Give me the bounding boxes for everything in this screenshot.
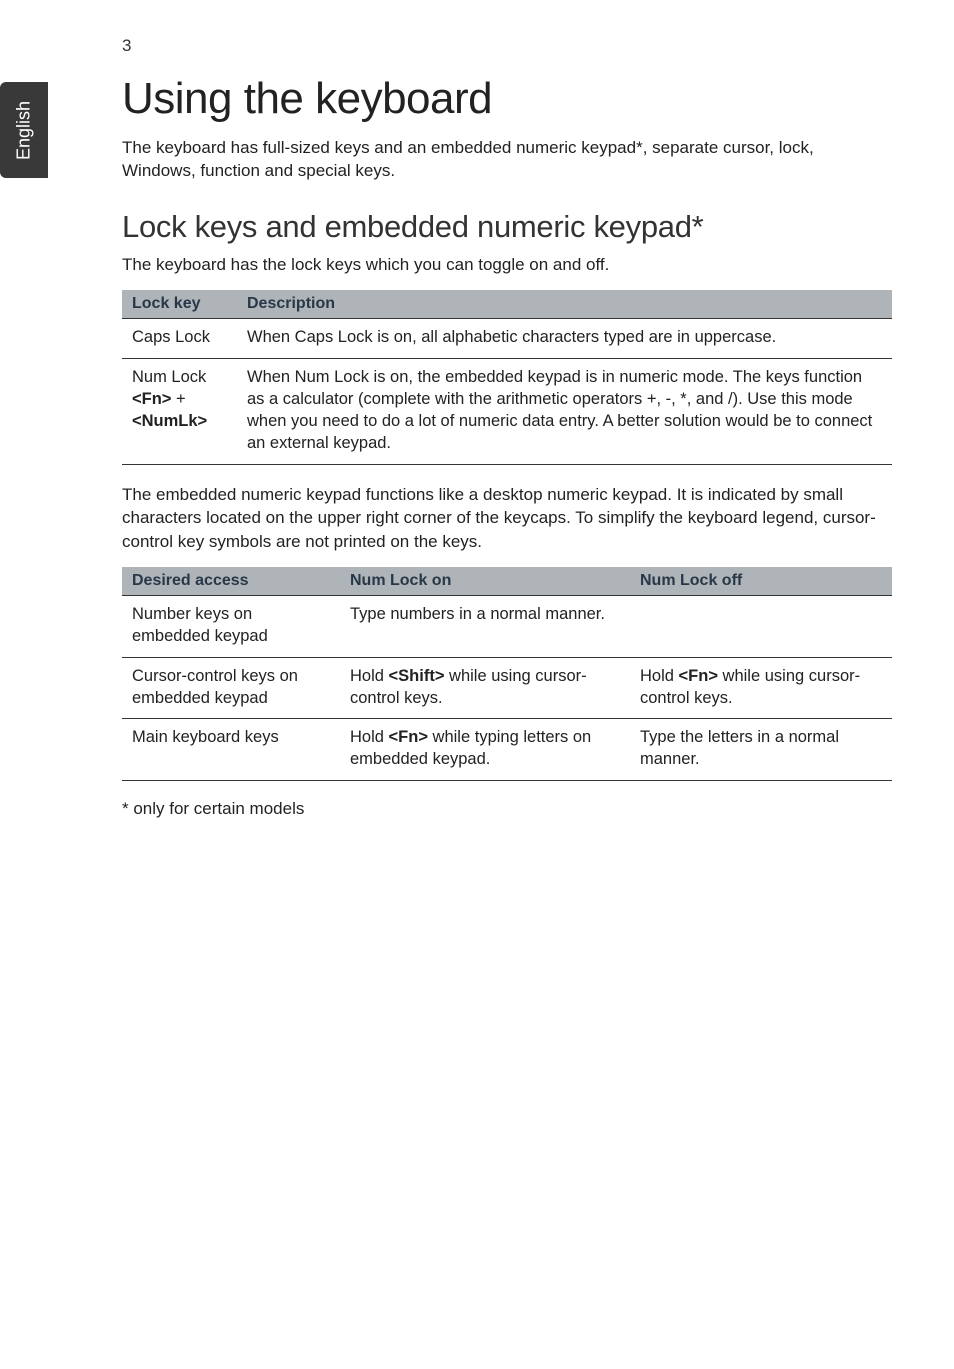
cell-description: When Num Lock is on, the embedded keypad… (237, 358, 892, 464)
cell-off: Hold <Fn> while using cursor-control key… (630, 657, 892, 719)
table-row: Num Lock <Fn> + <NumLk> When Num Lock is… (122, 358, 892, 464)
intro-paragraph: The keyboard has full-sized keys and an … (122, 136, 892, 183)
table-row: Caps Lock When Caps Lock is on, all alph… (122, 319, 892, 358)
table-header-row: Lock key Description (122, 290, 892, 319)
cell-access: Number keys on embedded keypad (122, 596, 340, 658)
cell-on: Hold <Fn> while typing letters on embedd… (340, 719, 630, 781)
cell-lockkey: Caps Lock (122, 319, 237, 358)
col-header-lockkey: Lock key (122, 290, 237, 319)
cell-access: Cursor-control keys on embedded keypad (122, 657, 340, 719)
heading-main: Using the keyboard (122, 74, 892, 124)
page-number: 3 (122, 36, 954, 56)
lock-keys-table: Lock key Description Caps Lock When Caps… (122, 290, 892, 464)
col-header-access: Desired access (122, 567, 340, 596)
mid-paragraph: The embedded numeric keypad functions li… (122, 483, 892, 553)
cell-off (630, 596, 892, 658)
cell-off: Type the letters in a normal manner. (630, 719, 892, 781)
footnote: * only for certain models (122, 799, 892, 819)
desired-access-table: Desired access Num Lock on Num Lock off … (122, 567, 892, 781)
cell-description: When Caps Lock is on, all alphabetic cha… (237, 319, 892, 358)
page: English 3 Using the keyboard The keyboar… (0, 0, 954, 1369)
col-header-description: Description (237, 290, 892, 319)
language-tab: English (0, 82, 48, 178)
cell-on: Hold <Shift> while using cursor-control … (340, 657, 630, 719)
content-area: Using the keyboard The keyboard has full… (122, 74, 892, 819)
cell-lockkey: Num Lock <Fn> + <NumLk> (122, 358, 237, 464)
cell-access: Main keyboard keys (122, 719, 340, 781)
col-header-numlock-off: Num Lock off (630, 567, 892, 596)
table-row: Cursor-control keys on embedded keypad H… (122, 657, 892, 719)
heading-sub: Lock keys and embedded numeric keypad* (122, 209, 892, 245)
table-row: Number keys on embedded keypad Type numb… (122, 596, 892, 658)
col-header-numlock-on: Num Lock on (340, 567, 630, 596)
table-header-row: Desired access Num Lock on Num Lock off (122, 567, 892, 596)
sub-intro-paragraph: The keyboard has the lock keys which you… (122, 253, 892, 276)
table-row: Main keyboard keys Hold <Fn> while typin… (122, 719, 892, 781)
cell-on: Type numbers in a normal manner. (340, 596, 630, 658)
